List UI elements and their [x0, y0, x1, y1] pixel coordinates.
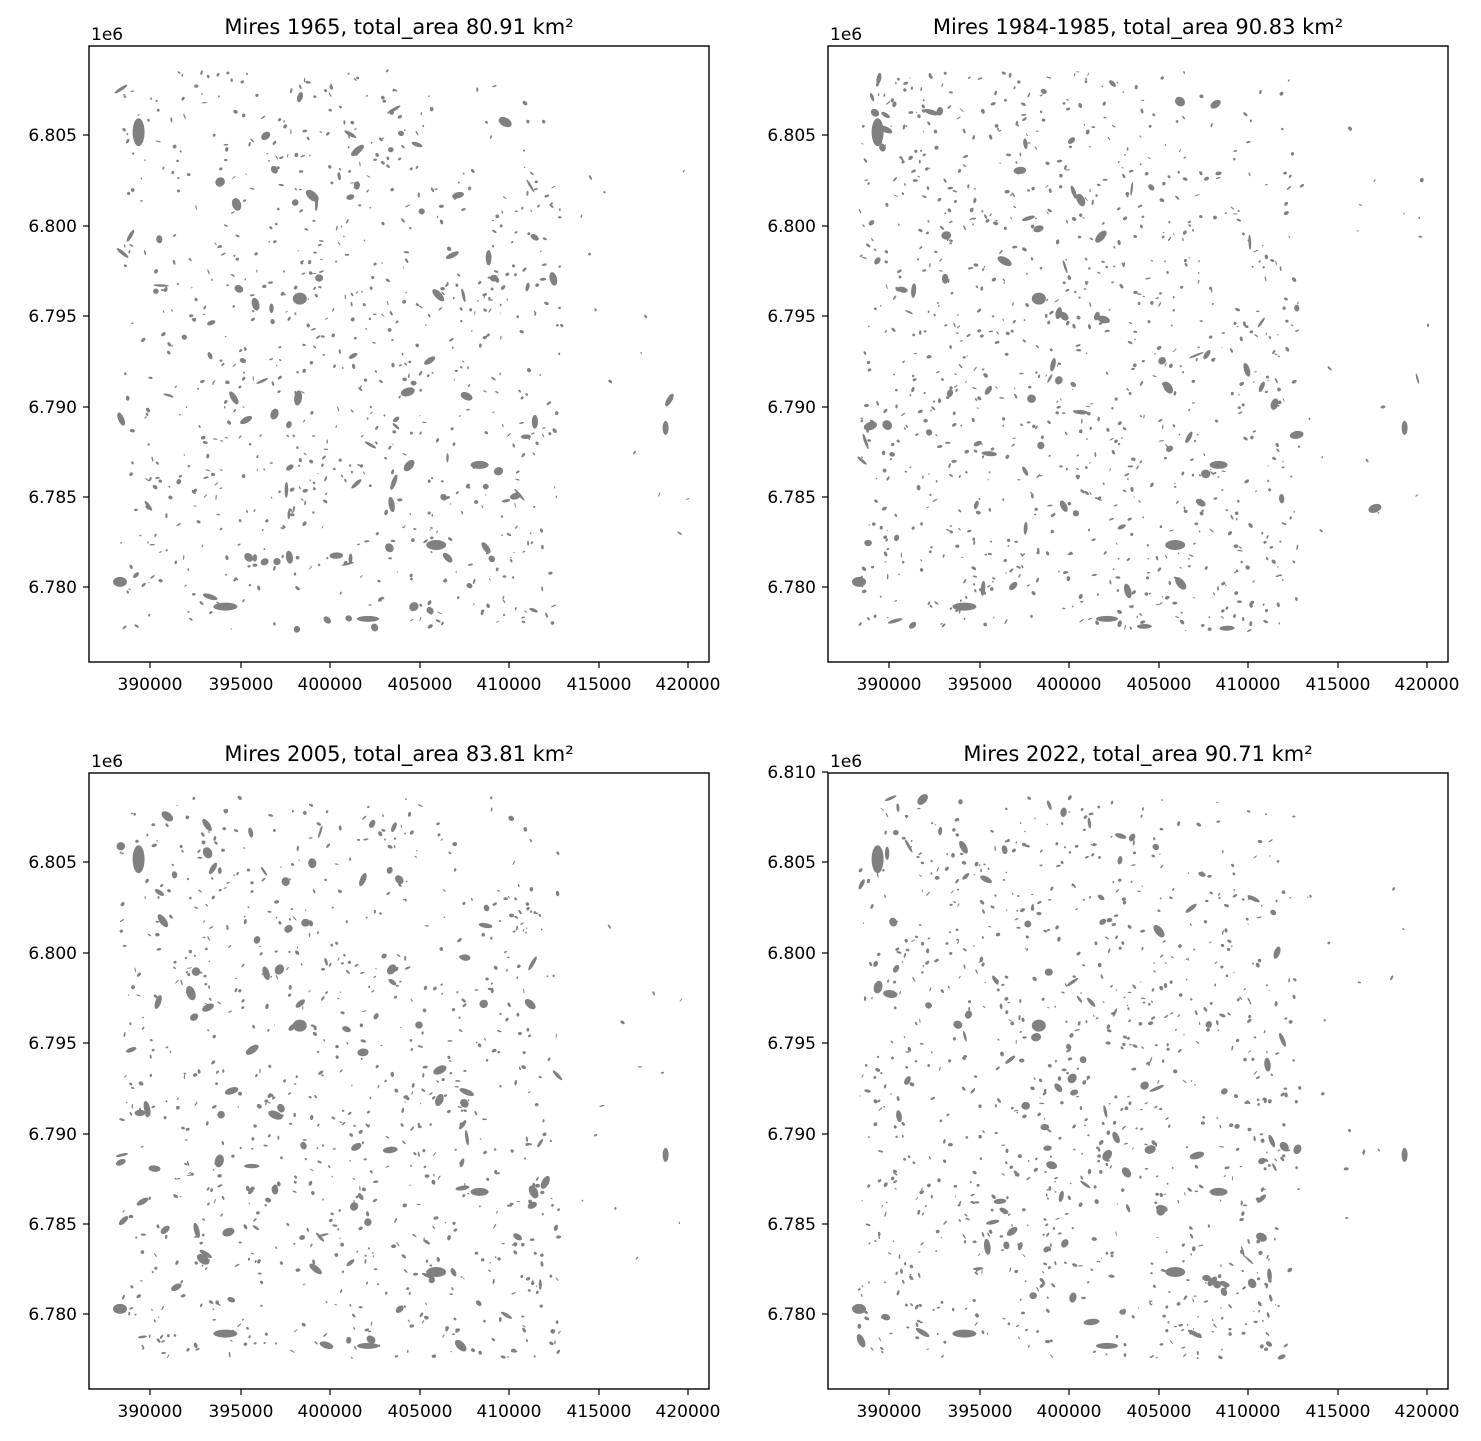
x-tick-label: 400000: [1037, 1402, 1102, 1422]
y-tick-label: 6.790: [28, 1125, 77, 1145]
map-panel-1: Mires 1965, total_area 80.91 km² 1e6 39000…: [28, 15, 720, 695]
y-tick-label: 6.805: [767, 853, 816, 873]
x-tick-label: 420000: [1395, 1402, 1460, 1422]
axes-frame: [827, 772, 1449, 1390]
x-tick-label: 415000: [1306, 675, 1371, 695]
y-tick-label: 6.810: [767, 763, 816, 783]
y-tick-label: 6.795: [28, 1034, 77, 1054]
mire-patches: [113, 795, 683, 1359]
x-tick-label: 410000: [477, 675, 542, 695]
y-tick-label: 6.780: [767, 578, 816, 598]
x-tick-label: 410000: [477, 1402, 542, 1422]
panel-title: Mires 1965, total_area 80.91 km²: [224, 15, 573, 40]
y-tick-label: 6.800: [28, 944, 77, 964]
x-tick-label: 405000: [1127, 675, 1192, 695]
y-tick-label: 6.800: [28, 217, 77, 237]
x-tick-label: 415000: [567, 675, 632, 695]
panel-title: Mires 2005, total_area 83.81 km²: [224, 742, 573, 767]
y-tick-label: 6.790: [767, 398, 816, 418]
y-tick-label: 6.800: [767, 217, 816, 237]
x-tick-label: 415000: [1306, 1402, 1371, 1422]
axes-frame: [88, 772, 710, 1390]
x-tick-label: 395000: [209, 1402, 274, 1422]
y-tick-label: 6.780: [767, 1305, 816, 1325]
x-tick-label: 390000: [857, 1402, 922, 1422]
x-tick-label: 390000: [857, 675, 922, 695]
axes-frame: [827, 45, 1449, 663]
x-tick-label: 405000: [1127, 1402, 1192, 1422]
y-tick-label: 6.790: [28, 398, 77, 418]
panel-title: Mires 1984-1985, total_area 90.83 km²: [933, 15, 1343, 40]
x-tick-label: 390000: [118, 675, 183, 695]
y-tick-label: 6.785: [767, 488, 816, 508]
x-tick-label: 400000: [1037, 675, 1102, 695]
x-tick-label: 420000: [656, 675, 721, 695]
map-panel-3: Mires 2005, total_area 83.81 km² 1e6 39000…: [28, 742, 720, 1422]
y-tick-label: 6.790: [767, 1125, 816, 1145]
y-tick-label: 6.795: [28, 307, 77, 327]
x-tick-label: 390000: [118, 1402, 183, 1422]
x-tick-label: 405000: [388, 675, 453, 695]
map-panel-2: Mires 1984-1985, total_area 90.83 km² 1e6…: [767, 15, 1459, 695]
y-offset-label: 1e6: [830, 25, 862, 45]
x-tick-label: 395000: [948, 1402, 1013, 1422]
x-tick-label: 395000: [948, 675, 1013, 695]
y-offset-label: 1e6: [830, 752, 862, 772]
y-tick-label: 6.795: [767, 1034, 816, 1054]
y-offset-label: 1e6: [91, 752, 123, 772]
x-tick-label: 420000: [656, 1402, 721, 1422]
y-tick-label: 6.800: [767, 944, 816, 964]
x-tick-label: 420000: [1395, 675, 1460, 695]
x-tick-label: 400000: [298, 675, 363, 695]
y-tick-label: 6.780: [28, 1305, 77, 1325]
y-tick-label: 6.795: [767, 307, 816, 327]
map-panel-4: Mires 2022, total_area 90.71 km² 1e6 39000…: [767, 742, 1459, 1422]
x-tick-label: 410000: [1216, 675, 1281, 695]
mire-patches: [852, 71, 1430, 633]
y-tick-label: 6.785: [28, 488, 77, 508]
x-tick-label: 395000: [209, 675, 274, 695]
mire-patches: [113, 69, 690, 633]
mire-patches: [852, 794, 1408, 1360]
y-tick-label: 6.785: [767, 1215, 816, 1235]
y-tick-label: 6.805: [28, 126, 77, 146]
x-tick-label: 400000: [298, 1402, 363, 1422]
y-tick-label: 6.785: [28, 1215, 77, 1235]
y-tick-label: 6.805: [767, 126, 816, 146]
axes-frame: [88, 45, 710, 663]
y-offset-label: 1e6: [91, 25, 123, 45]
y-tick-label: 6.805: [28, 853, 77, 873]
x-tick-label: 415000: [567, 1402, 632, 1422]
x-tick-label: 405000: [388, 1402, 453, 1422]
y-tick-label: 6.780: [28, 578, 77, 598]
panel-title: Mires 2022, total_area 90.71 km²: [963, 742, 1312, 767]
x-tick-label: 410000: [1216, 1402, 1281, 1422]
